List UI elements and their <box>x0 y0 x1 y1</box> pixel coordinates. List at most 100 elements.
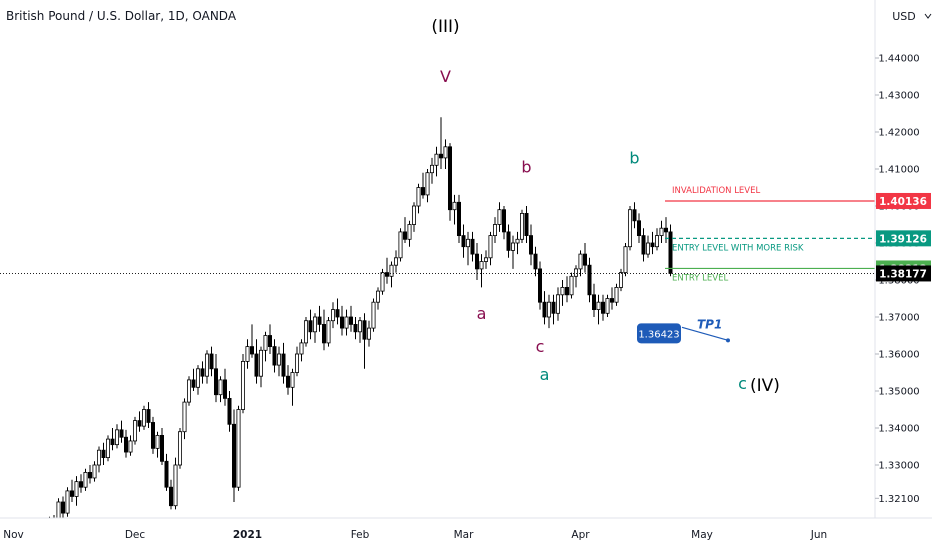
candle-body-up <box>416 187 421 207</box>
time-tick-label: May <box>691 529 713 541</box>
price-tick-label: 1.41000 <box>878 165 919 176</box>
candle-body-down <box>191 379 196 388</box>
candle-body-down <box>551 301 556 314</box>
candle-body-up <box>619 272 624 288</box>
candle-body-up <box>236 409 241 488</box>
wave-label: V <box>440 67 451 86</box>
candle-body-up <box>659 227 664 236</box>
chart-title: British Pound / U.S. Dollar, 1D, OANDA <box>6 9 237 23</box>
candle-body-down <box>168 486 173 507</box>
candle-body-up <box>614 286 619 303</box>
candle-body-up <box>434 153 439 166</box>
candle-body-down <box>137 420 142 427</box>
candle-body-up <box>510 242 515 251</box>
time-tick-label: 2021 <box>233 529 262 541</box>
candle-body-up <box>556 294 561 314</box>
candle-body-down <box>641 235 646 255</box>
level-label-entry_risk: ENTRY LEVEL WITH MORE RISK <box>672 243 804 253</box>
candle-body-down <box>317 316 322 325</box>
price-tick-label: 1.37000 <box>878 313 919 324</box>
candle-body-up <box>132 420 137 442</box>
candle-body-down <box>542 301 547 318</box>
candle-body-down <box>632 209 637 222</box>
wave-label: a <box>477 304 487 323</box>
candle-body-up <box>411 205 416 225</box>
candle-body-up <box>106 438 111 459</box>
candle-body-down <box>308 320 313 333</box>
candle-body-up <box>425 172 430 196</box>
tp1-endpoint-dot <box>726 338 730 343</box>
price-tag-text: 1.40136 <box>879 196 927 208</box>
candle-body-down <box>420 187 425 196</box>
candle-body-down <box>79 481 84 488</box>
price-axis[interactable]: 1.440001.430001.420001.410001.400001.390… <box>874 0 932 550</box>
wave-label: b <box>629 148 639 167</box>
candle-body-up <box>569 275 574 296</box>
candle-body-down <box>222 379 227 399</box>
candle-body-down <box>88 471 93 479</box>
price-tick-label: 1.33000 <box>878 461 919 472</box>
candle-body-up <box>375 290 380 303</box>
candle-body-up <box>344 316 349 329</box>
time-axis[interactable]: Nov Dec 2021 Feb Mar Apr May Jun <box>0 517 932 550</box>
levels-layer: INVALIDATION LEVEL ENTRY LEVEL WITH MORE … <box>0 186 875 283</box>
time-tick-label: Mar <box>454 529 474 541</box>
wave-label: b <box>521 158 531 177</box>
currency-button[interactable]: USD <box>892 10 932 23</box>
price-tag-text: 1.39126 <box>879 233 927 245</box>
time-tick-label: Apr <box>571 529 590 541</box>
candle-body-down <box>254 353 259 377</box>
candle-body-down <box>231 423 236 488</box>
candle-body-up <box>407 224 412 240</box>
level-label-entry: ENTRY LEVEL <box>672 273 728 283</box>
wave-label: (IV) <box>750 376 780 396</box>
tp1-price-box-text: 1.36423 <box>638 329 679 340</box>
candle-body-up <box>245 346 250 362</box>
candle-body-up <box>380 272 385 292</box>
candle-body-down <box>110 438 115 446</box>
tp1-marker[interactable]: TP1 1.36423 <box>637 317 730 344</box>
candle-body-up <box>520 212 525 240</box>
candle-body-down <box>146 409 151 423</box>
candle-body-up <box>628 209 633 248</box>
candle-body-up <box>389 264 394 277</box>
candle-body-down <box>474 253 479 270</box>
candle-body-down <box>272 346 277 366</box>
candle-body-down <box>637 220 642 237</box>
candle-body-up <box>398 231 403 259</box>
candle-body-up <box>429 164 434 174</box>
candle-body-down <box>402 231 407 240</box>
time-tick-label: Nov <box>3 529 24 541</box>
candle-body-down <box>668 231 673 274</box>
candle-body-up <box>596 301 601 311</box>
price-tick-label: 1.36000 <box>878 350 919 361</box>
time-tick-label: Feb <box>351 529 370 541</box>
candle-body-down <box>119 429 124 438</box>
level-label-invalidation: INVALIDATION LEVEL <box>672 186 760 196</box>
candle-body-down <box>213 368 218 396</box>
candle-body-up <box>483 257 488 262</box>
candle-body-up <box>488 235 493 259</box>
candle-body-up <box>276 353 281 366</box>
candle-body-down <box>267 335 272 347</box>
candle-body-up <box>547 301 552 318</box>
candle-body-down <box>533 253 538 270</box>
candle-body-down <box>384 272 389 277</box>
candle-body-up <box>115 429 120 446</box>
candle-body-up <box>195 368 200 388</box>
candle-body-down <box>150 422 155 449</box>
candle-body-up <box>655 235 660 248</box>
candle-body-up <box>330 309 335 322</box>
candle-body-down <box>501 209 506 233</box>
candle-body-up <box>299 342 304 355</box>
candle-body-down <box>583 253 588 266</box>
candle-body-up <box>204 353 209 377</box>
candle-body-up <box>515 238 520 244</box>
tp1-label: TP1 <box>697 317 722 331</box>
candle-body-down <box>650 242 655 248</box>
candle-body-up <box>312 316 317 333</box>
candle-body-down <box>601 301 606 314</box>
